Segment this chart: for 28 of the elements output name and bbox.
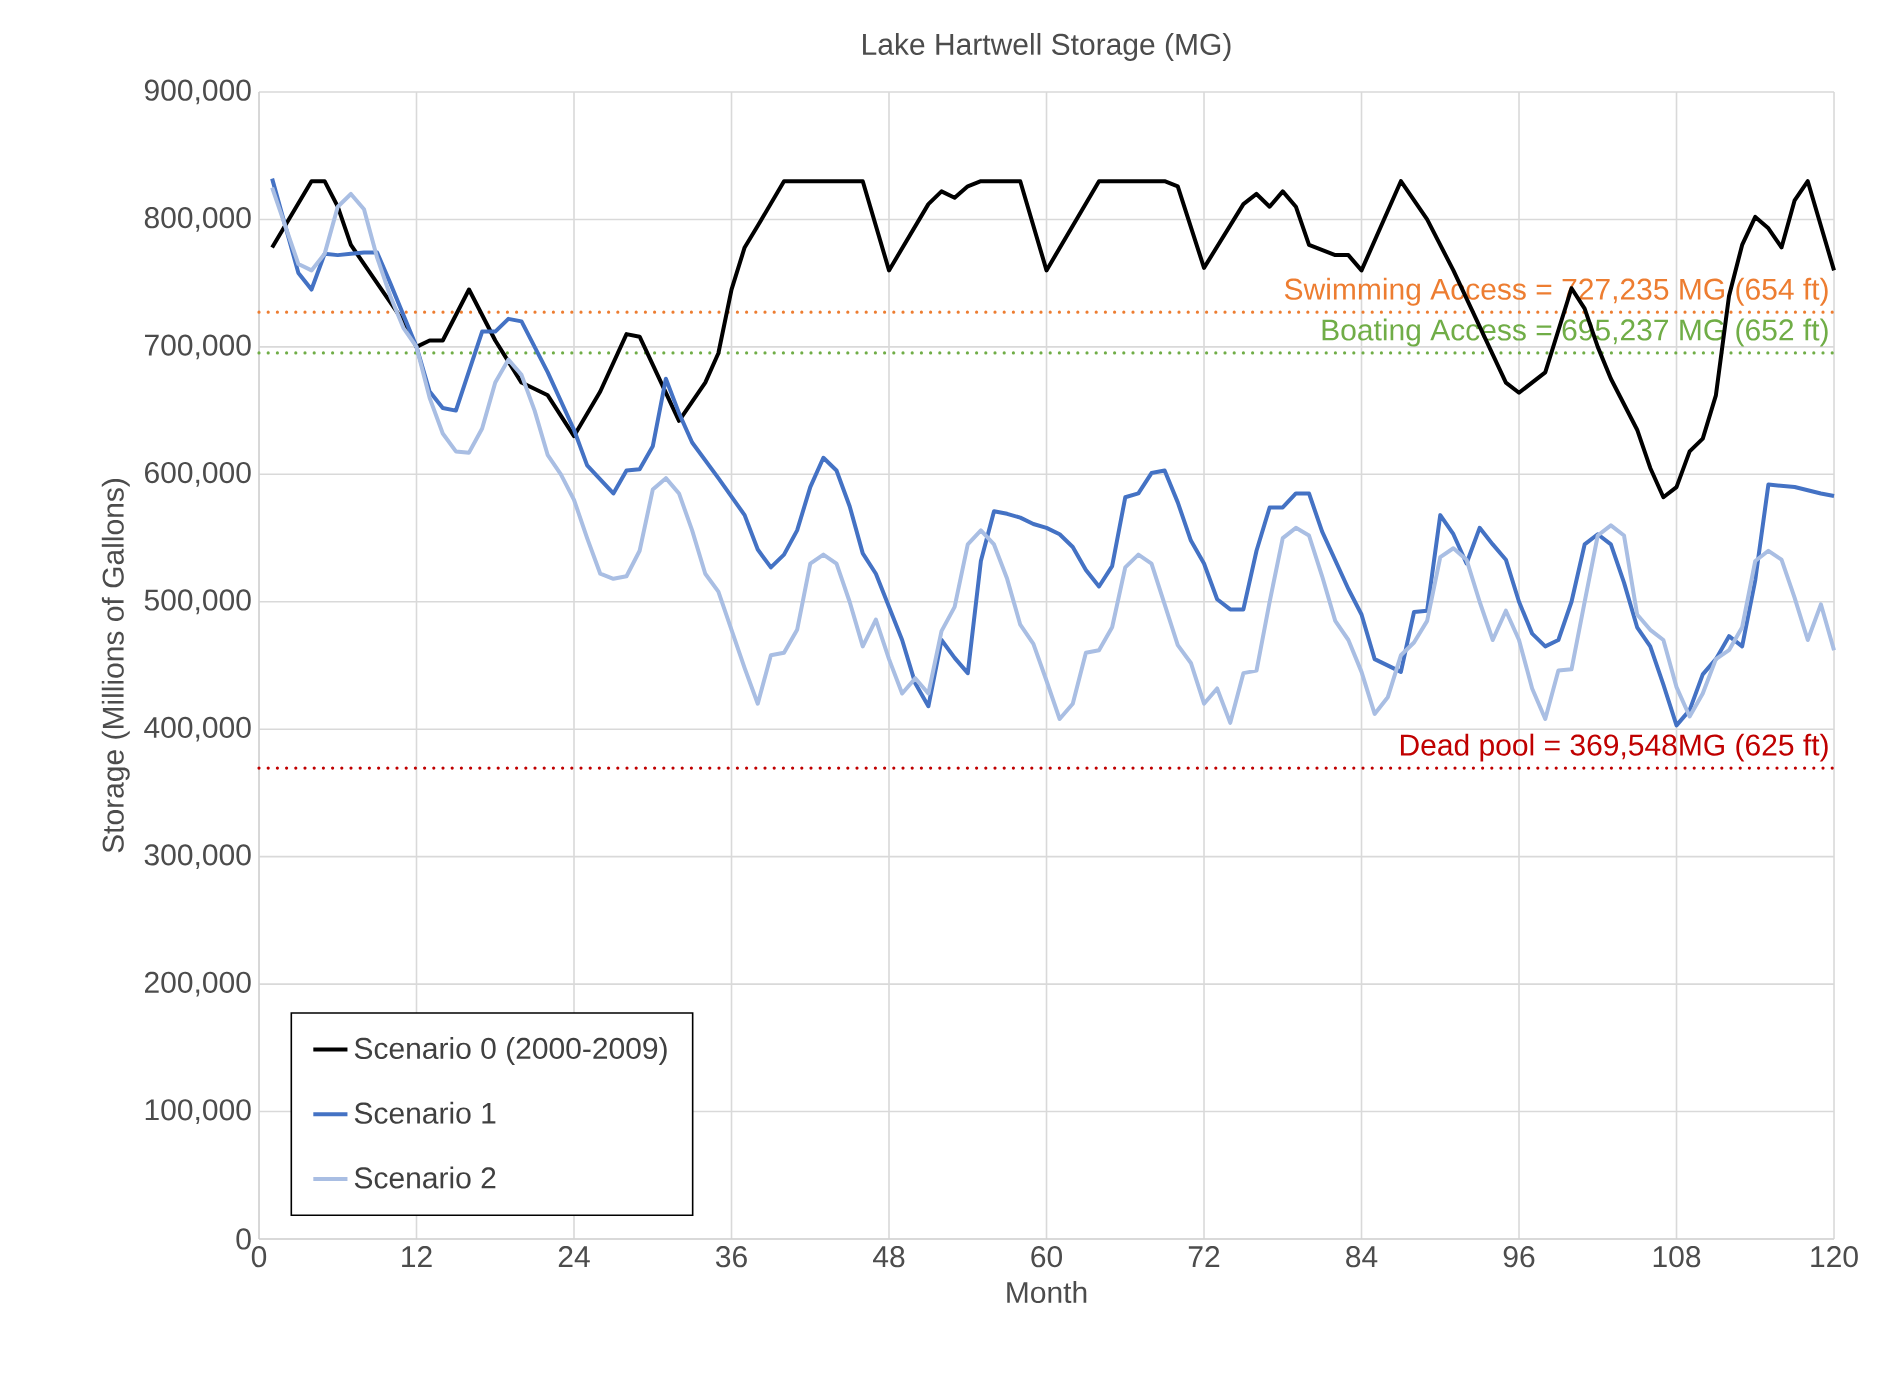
x-tick-label: 36 xyxy=(715,1246,747,1268)
x-tick-label: 48 xyxy=(873,1246,905,1268)
y-tick-label: 300,000 xyxy=(144,844,251,870)
y-tick-label: 700,000 xyxy=(145,334,251,360)
y-tick-label: 0 xyxy=(236,1228,251,1250)
x-tick-label: 12 xyxy=(402,1246,432,1268)
y-tick-label: 200,000 xyxy=(145,971,251,997)
x-axis-title: Month xyxy=(1007,1281,1087,1304)
y-tick-label: 900,000 xyxy=(144,79,251,105)
x-tick-label: 84 xyxy=(1346,1246,1378,1268)
y-tick-label: 600,000 xyxy=(145,461,251,487)
legend-label: Scenario 2 xyxy=(354,1166,496,1189)
chart-title: Lake Hartwell Storage (MG) xyxy=(863,32,1231,61)
y-tick-label: 100,000 xyxy=(145,1099,251,1124)
x-tick-label: 96 xyxy=(1503,1246,1535,1268)
x-tick-label: 60 xyxy=(1031,1246,1062,1268)
y-axis-title: Storage (Millions of Gallons) xyxy=(101,479,130,853)
x-tick-label: 24 xyxy=(558,1246,590,1268)
y-tick-label: 800,000 xyxy=(144,207,251,232)
x-tick-label: 108 xyxy=(1653,1246,1701,1268)
x-tick-label: 0 xyxy=(251,1246,267,1268)
x-tick-label: 72 xyxy=(1188,1246,1220,1268)
y-tick-label: 400,000 xyxy=(144,716,251,742)
legend-label: Scenario 0 (2000-2009) xyxy=(354,1037,667,1065)
legend-label: Scenario 1 xyxy=(354,1101,496,1124)
x-tick-label: 120 xyxy=(1811,1246,1858,1268)
y-tick-label: 500,000 xyxy=(144,589,251,615)
ref-line-label: Dead pool = 369,548MG (625 ft) xyxy=(1400,733,1828,762)
